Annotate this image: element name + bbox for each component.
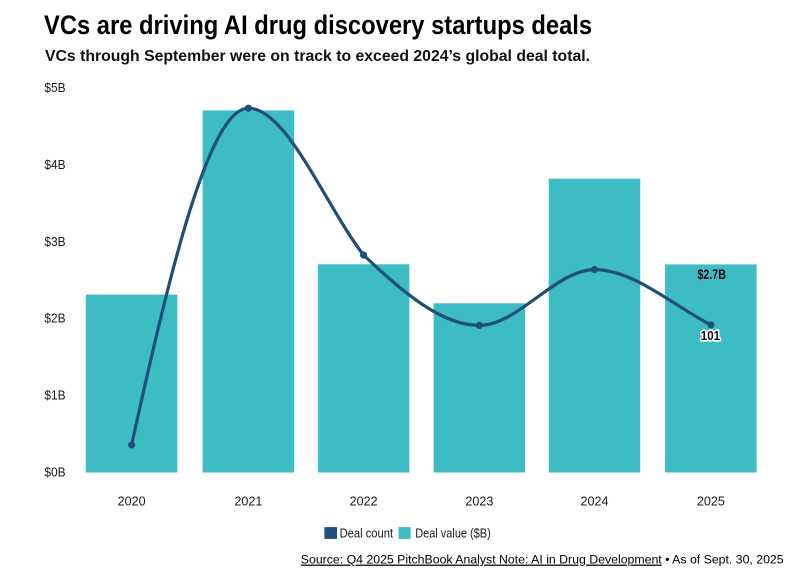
svg-text:2022: 2022 bbox=[350, 495, 378, 509]
svg-text:$1B: $1B bbox=[44, 389, 65, 403]
svg-text:101: 101 bbox=[701, 329, 720, 343]
svg-text:2023: 2023 bbox=[465, 495, 493, 509]
svg-text:$4B: $4B bbox=[44, 158, 65, 172]
svg-text:Deal count: Deal count bbox=[340, 525, 394, 540]
svg-text:$5B: $5B bbox=[44, 81, 65, 95]
svg-text:$2B: $2B bbox=[44, 312, 65, 326]
svg-text:2021: 2021 bbox=[234, 495, 262, 509]
svg-text:2020: 2020 bbox=[118, 495, 146, 509]
svg-text:$3B: $3B bbox=[44, 235, 65, 249]
svg-text:2025: 2025 bbox=[697, 495, 725, 509]
svg-text:Deal value ($B): Deal value ($B) bbox=[415, 525, 491, 540]
svg-text:$2.7B: $2.7B bbox=[697, 266, 726, 282]
svg-text:2024: 2024 bbox=[581, 495, 609, 509]
svg-text:$0B: $0B bbox=[44, 466, 65, 480]
svg-text:Source: Q4 2025 PitchBook Anal: Source: Q4 2025 PitchBook Analyst Note: … bbox=[301, 553, 784, 567]
